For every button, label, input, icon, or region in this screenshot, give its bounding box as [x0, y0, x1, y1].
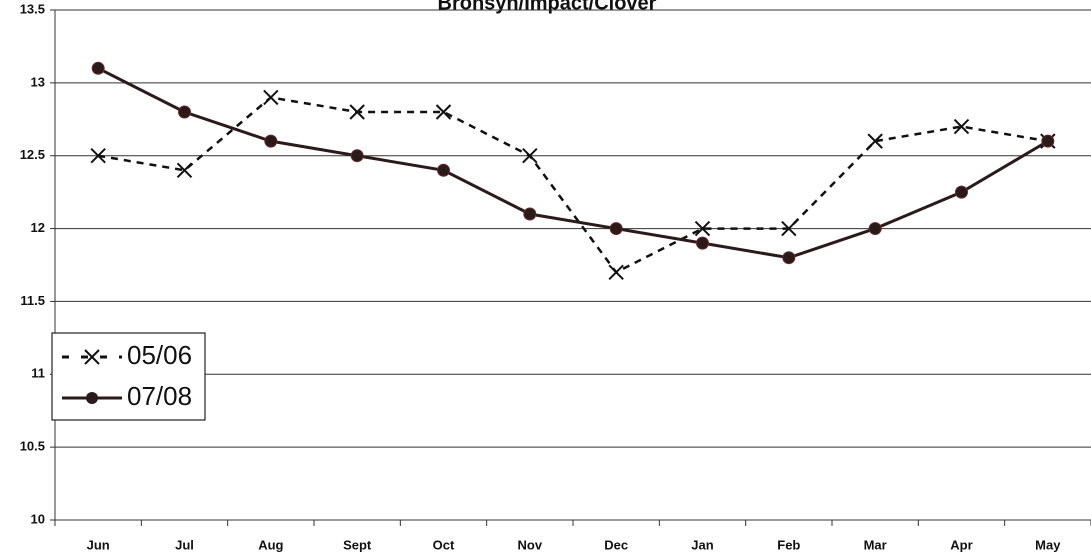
- y-tick-label: 13: [31, 74, 45, 89]
- marker-x: [608, 264, 624, 280]
- x-tick-label: Aug: [258, 537, 283, 552]
- y-tick-label: 12: [31, 220, 45, 235]
- x-tick-label: Jan: [691, 537, 713, 552]
- marker: [523, 207, 537, 221]
- x-tick-label: Mar: [864, 537, 887, 552]
- marker-x: [435, 104, 452, 120]
- x-tick-label: Feb: [777, 537, 800, 552]
- marker-x: [522, 148, 538, 164]
- marker: [609, 222, 623, 236]
- x-tick-label: Jul: [175, 537, 194, 552]
- x-tick-label: Oct: [433, 537, 455, 552]
- marker: [349, 104, 365, 120]
- y-tick-label: 10: [31, 511, 45, 526]
- marker-x: [263, 89, 279, 106]
- x-tick-label: Nov: [518, 537, 543, 552]
- marker-x: [867, 133, 883, 149]
- x-tick-label: Jun: [87, 537, 110, 552]
- marker-x: [176, 162, 193, 178]
- marker: [782, 251, 796, 265]
- marker-x: [781, 220, 797, 237]
- marker: [1041, 134, 1055, 148]
- marker-x: [90, 148, 106, 164]
- marker: [178, 105, 191, 119]
- marker-x: [953, 118, 970, 135]
- y-tick-label: 11.5: [20, 293, 45, 308]
- chart-title: Bronsyn/Impact/Clover: [438, 0, 657, 14]
- series-line: [97, 66, 1049, 260]
- y-tick-label: 11: [31, 366, 45, 381]
- marker: [953, 118, 970, 135]
- legend-marker: [84, 349, 100, 365]
- marker: [176, 162, 193, 178]
- legend-marker: [86, 392, 98, 404]
- marker: [522, 148, 538, 164]
- marker: [608, 264, 624, 280]
- x-tick-label: Sept: [343, 537, 372, 552]
- marker: [696, 236, 709, 250]
- series-line: [97, 96, 1049, 274]
- marker-x: [694, 220, 711, 237]
- x-tick-label: Apr: [950, 537, 972, 552]
- marker: [955, 185, 968, 199]
- marker: [694, 220, 711, 237]
- marker: [90, 148, 106, 164]
- y-tick-label: 12.5: [20, 147, 45, 162]
- marker: [868, 222, 882, 236]
- marker: [435, 104, 452, 120]
- marker: [437, 163, 450, 177]
- marker-x: [349, 104, 365, 120]
- x-tick-label: May: [1035, 537, 1061, 552]
- marker: [91, 61, 105, 75]
- marker: [350, 149, 364, 163]
- legend-box: [51, 332, 206, 421]
- y-tick-label: 10.5: [20, 439, 45, 454]
- marker: [867, 133, 883, 149]
- marker: [263, 89, 279, 106]
- legend-label: 07/08: [127, 381, 192, 411]
- marker: [264, 134, 278, 148]
- y-tick-label: 13.5: [20, 1, 45, 16]
- legend-label: 05/06: [127, 340, 192, 370]
- marker: [781, 220, 797, 237]
- x-tick-label: Dec: [604, 537, 628, 552]
